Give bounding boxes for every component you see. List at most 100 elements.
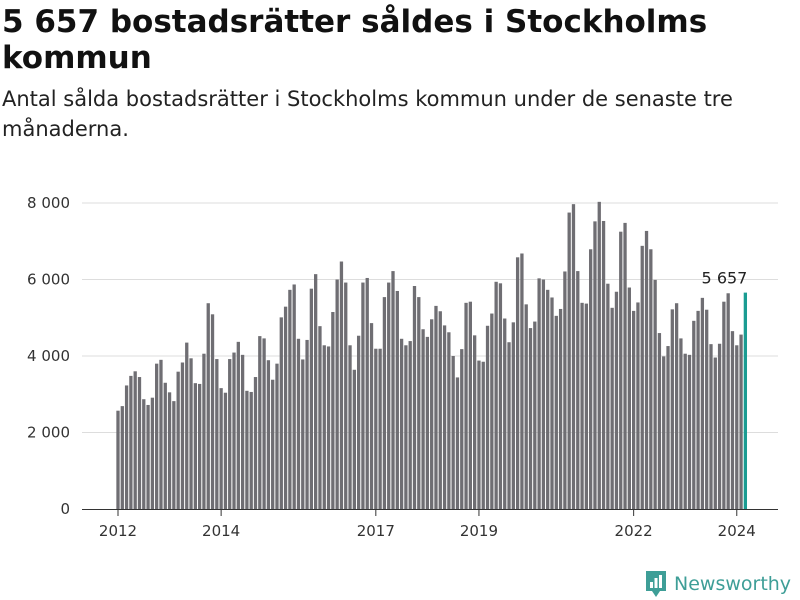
bar: [309, 288, 314, 509]
bar: [116, 410, 120, 509]
bar: [541, 279, 546, 509]
bar: [520, 253, 524, 509]
bar: [245, 390, 249, 509]
bar: [649, 249, 653, 509]
bar: [623, 222, 627, 509]
bar: [253, 377, 258, 509]
bar: [356, 335, 361, 509]
bar: [150, 397, 155, 509]
bar: [167, 392, 172, 509]
bar: [546, 289, 550, 509]
y-tick-label: 0: [60, 500, 70, 518]
bar: [305, 339, 309, 509]
bar: [202, 353, 206, 509]
bar: [653, 279, 657, 509]
bar: [185, 342, 189, 509]
bar: [683, 353, 687, 509]
bar: [507, 342, 511, 509]
bar: [318, 326, 322, 509]
bar: [687, 354, 692, 509]
bar: [365, 277, 369, 509]
bar: [610, 307, 614, 509]
bar: [735, 345, 739, 509]
bar: [490, 313, 494, 509]
bar: [481, 361, 485, 509]
bar: [172, 401, 176, 509]
bar: [705, 309, 709, 509]
brand-name: Newsworthy: [674, 573, 792, 595]
bar: [674, 303, 679, 509]
bar: [417, 297, 421, 509]
bar: [447, 332, 451, 509]
bar: [391, 271, 395, 509]
bar: [322, 345, 326, 509]
bar: [434, 305, 438, 509]
bar: [124, 385, 129, 509]
bar: [537, 278, 541, 509]
bar: [460, 349, 464, 509]
bar: [494, 281, 498, 509]
bar: [331, 312, 335, 509]
bar: [455, 377, 460, 509]
bar: [571, 204, 576, 509]
bar: [477, 360, 481, 509]
bar: [601, 220, 606, 510]
bar: [288, 289, 292, 509]
bar: [438, 311, 442, 509]
bar: [550, 297, 554, 509]
bar: [717, 343, 722, 509]
x-tick-label: 2014: [202, 522, 240, 540]
y-tick-label: 4 000: [27, 347, 70, 365]
bar: [421, 329, 425, 509]
bar: [730, 331, 735, 509]
bar: [193, 383, 197, 509]
bar: [387, 282, 391, 509]
bar: [644, 230, 649, 510]
y-tick-label: 6 000: [27, 271, 70, 289]
bar: [262, 338, 266, 509]
bar: [236, 341, 240, 509]
bar: [301, 359, 305, 509]
bar: [662, 356, 666, 509]
bar: [657, 333, 662, 509]
bar: [369, 323, 374, 509]
bar: [451, 356, 455, 509]
bar: [339, 261, 344, 509]
bar: [412, 286, 417, 509]
bar: [215, 359, 219, 509]
chart-title: 5 657 bostadsrätter såldes i Stockholms …: [2, 4, 708, 76]
bar: [382, 297, 387, 509]
bar: [636, 302, 640, 509]
bar: [627, 287, 631, 509]
bar: [395, 290, 399, 509]
chart-subtitle: Antal sålda bostadsrätter i Stockholms k…: [2, 87, 733, 141]
bar: [275, 363, 279, 509]
bar: [713, 357, 717, 509]
bar: [326, 346, 331, 509]
bar: [189, 358, 193, 509]
bar: [614, 291, 619, 509]
bar: [593, 221, 597, 510]
bar: [228, 359, 232, 509]
bar: [159, 359, 163, 509]
bar: [378, 348, 382, 509]
bar: [576, 271, 580, 509]
bar: [631, 310, 636, 509]
bar: [399, 338, 404, 509]
bar: [640, 245, 644, 509]
newsworthy-logo-icon: [646, 571, 666, 597]
bar: [155, 363, 159, 509]
bar: [670, 309, 674, 509]
bar: [558, 308, 563, 509]
bar: [296, 338, 301, 509]
bar: [279, 317, 283, 509]
bar: [726, 293, 730, 509]
bar: [442, 325, 447, 509]
bar: [219, 388, 223, 509]
bar: [352, 369, 356, 509]
bar: [223, 392, 228, 509]
y-tick-label: 8 000: [27, 194, 70, 212]
bar: [597, 201, 601, 509]
x-tick-label: 2022: [615, 522, 653, 540]
bar: [700, 297, 705, 509]
